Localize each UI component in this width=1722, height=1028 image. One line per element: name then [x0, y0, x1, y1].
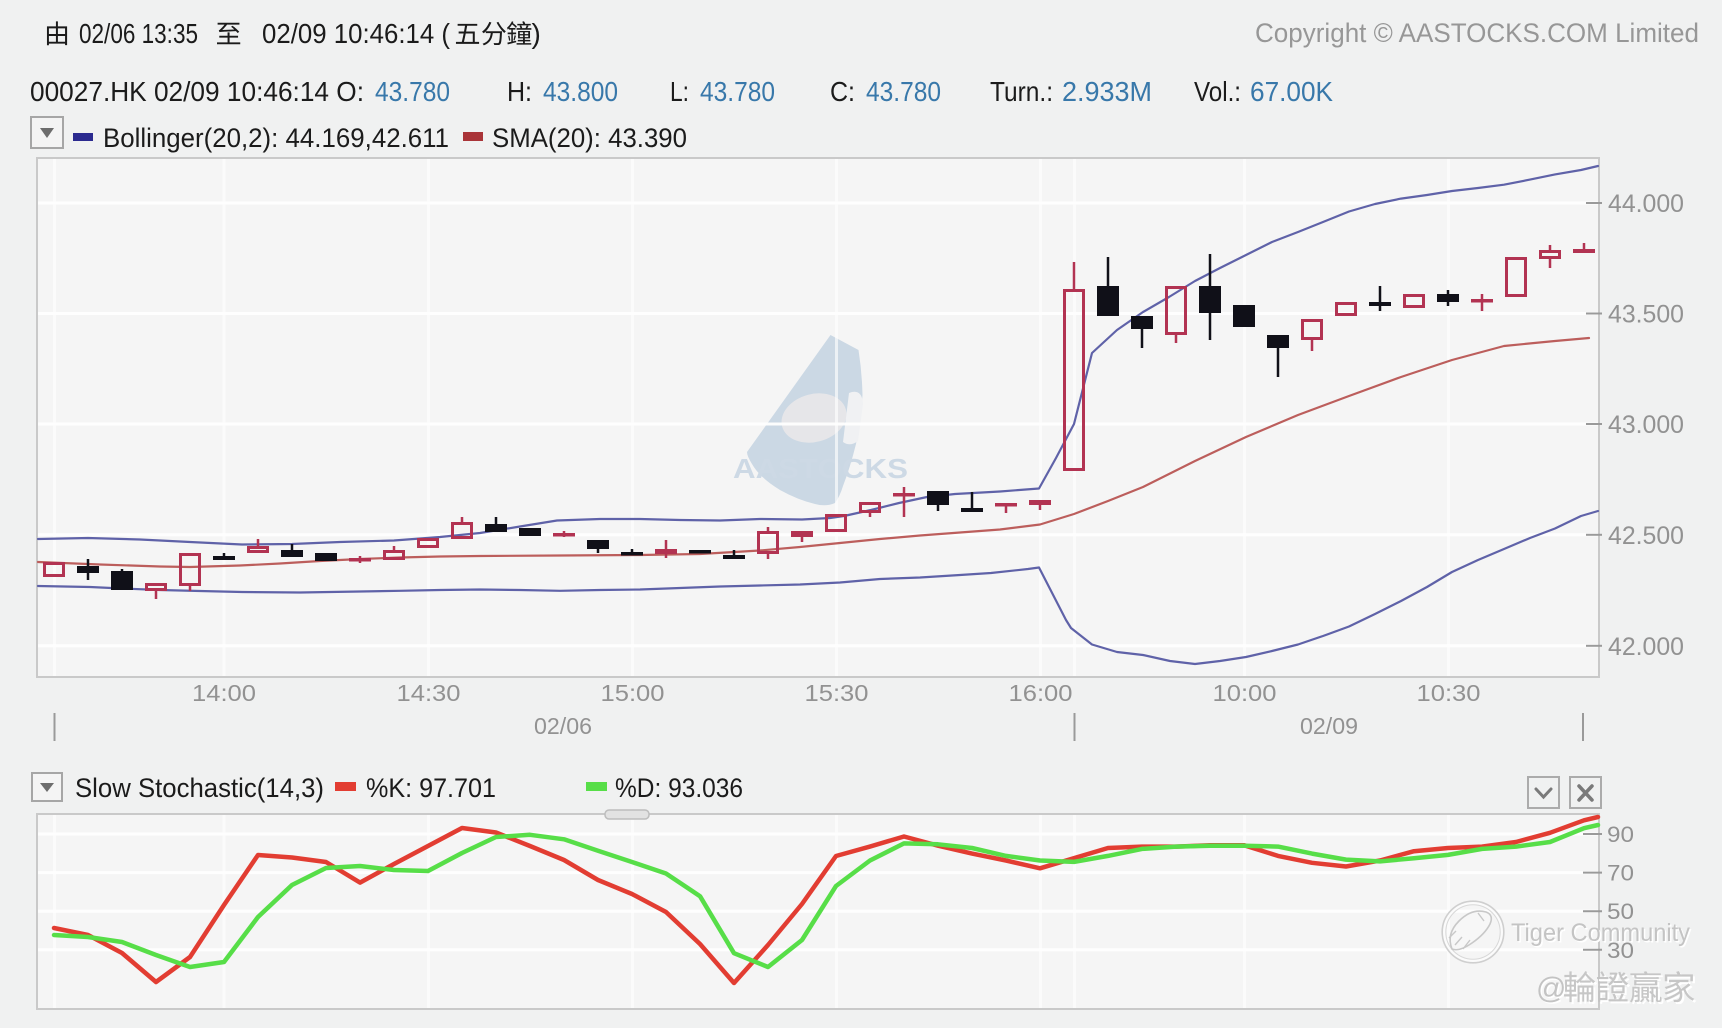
svg-text:16:00: 16:00: [1009, 680, 1073, 706]
svg-text:Copyright © AASTOCKS.COM Limit: Copyright © AASTOCKS.COM Limited: [1255, 18, 1699, 48]
svg-text:Tiger Community: Tiger Community: [1513, 921, 1692, 949]
svg-text:70: 70: [1607, 861, 1634, 886]
svg-text:L:: L:: [670, 76, 689, 107]
svg-text:Turn.:: Turn.:: [990, 76, 1053, 107]
svg-text:): ): [532, 18, 541, 49]
svg-text:@: @: [1538, 974, 1568, 1007]
svg-text:Bollinger(20,2): 44.169,42.611: Bollinger(20,2): 44.169,42.611: [103, 123, 449, 153]
svg-text:%K: 97.701: %K: 97.701: [366, 773, 496, 803]
svg-text:30: 30: [1607, 938, 1634, 963]
svg-text:H:: H:: [507, 76, 532, 107]
svg-text:44.000: 44.000: [1608, 190, 1684, 218]
svg-text:90: 90: [1607, 822, 1634, 847]
svg-text:50: 50: [1607, 899, 1634, 924]
svg-text:AASTOCKS: AASTOCKS: [733, 453, 908, 484]
svg-text:43.000: 43.000: [1608, 411, 1684, 439]
svg-text:Vol.:: Vol.:: [1194, 76, 1241, 107]
svg-text:02/09 10:46:14 (: 02/09 10:46:14 (: [262, 18, 451, 49]
svg-text:02/09: 02/09: [1300, 713, 1358, 739]
svg-text:2.933M: 2.933M: [1062, 76, 1152, 107]
svg-text:43.800: 43.800: [543, 76, 618, 107]
svg-text:43.780: 43.780: [375, 76, 450, 107]
svg-text:Tiger Community: Tiger Community: [1511, 919, 1690, 947]
svg-text:10:30: 10:30: [1417, 680, 1481, 706]
svg-text:@: @: [1536, 972, 1566, 1005]
svg-text:42.000: 42.000: [1608, 633, 1684, 661]
svg-text:15:00: 15:00: [601, 680, 665, 706]
svg-text:43.780: 43.780: [700, 76, 775, 107]
svg-text:14:30: 14:30: [397, 680, 461, 706]
svg-text:42.500: 42.500: [1608, 522, 1684, 550]
svg-text:C:: C:: [830, 76, 855, 107]
svg-text:15:30: 15:30: [805, 680, 869, 706]
svg-text:Slow Stochastic(14,3): Slow Stochastic(14,3): [75, 773, 324, 803]
svg-text:00027.HK 02/09 10:46:14 O:: 00027.HK 02/09 10:46:14 O:: [30, 76, 364, 107]
svg-text:43.500: 43.500: [1608, 301, 1684, 329]
svg-text:02/06: 02/06: [534, 713, 592, 739]
svg-text:43.780: 43.780: [866, 76, 941, 107]
svg-text:02/06 13:35: 02/06 13:35: [79, 18, 198, 49]
svg-text:SMA(20): 43.390: SMA(20): 43.390: [492, 123, 687, 153]
svg-text:14:00: 14:00: [192, 680, 256, 706]
svg-text:%D: 93.036: %D: 93.036: [615, 773, 743, 803]
svg-text:10:00: 10:00: [1213, 680, 1277, 706]
svg-text:67.00K: 67.00K: [1250, 76, 1333, 107]
